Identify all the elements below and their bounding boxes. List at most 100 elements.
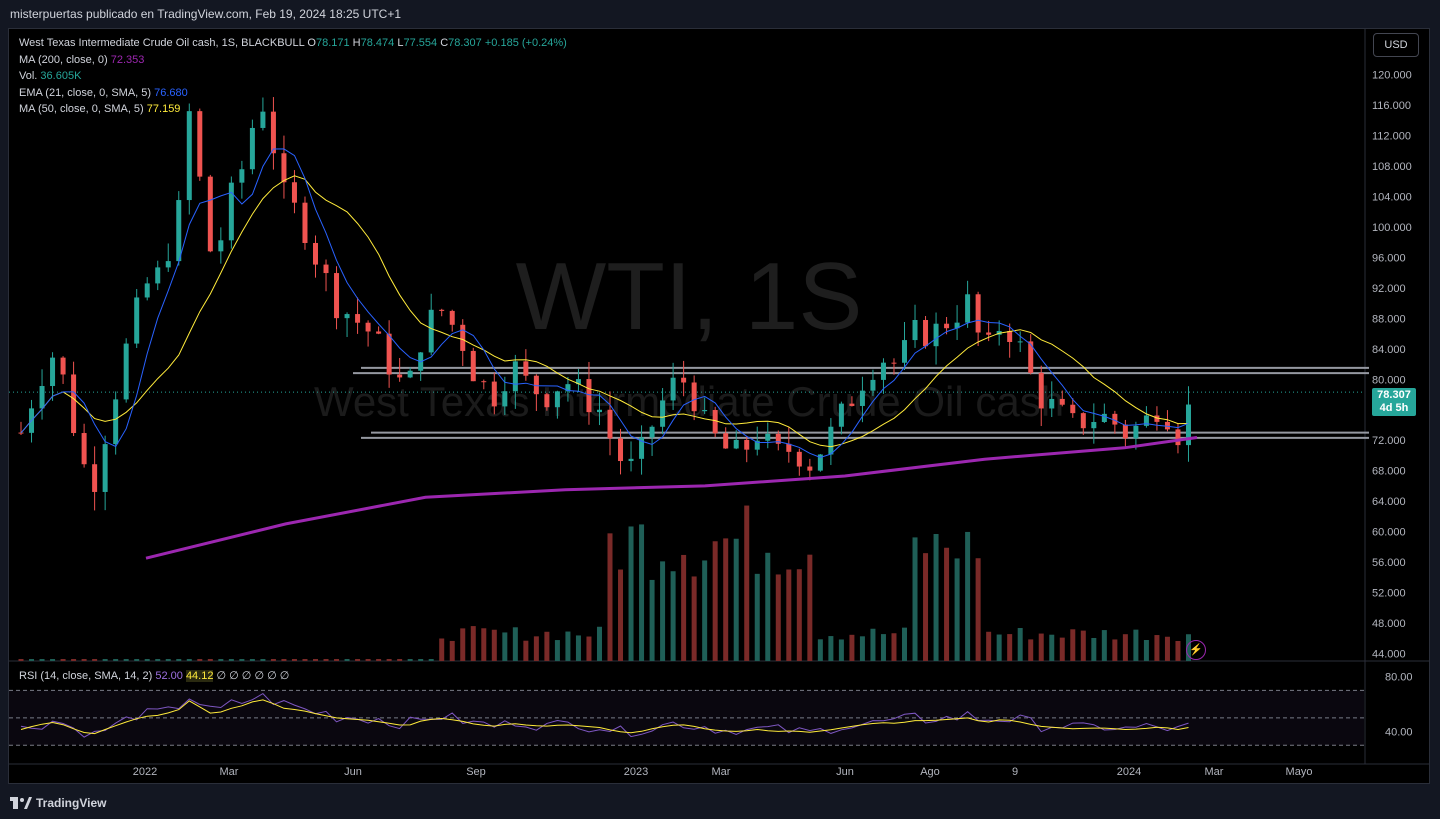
candle-body [186,111,192,201]
y-tick-label: 88.000 [1372,313,1406,325]
x-tick-label: 2024 [1117,766,1141,778]
volume-bar [1049,634,1055,661]
low-value: 77.554 [403,37,438,49]
chart-frame[interactable]: WTI, 1S West Texas Intermediate Crude Oil… [8,28,1430,784]
candle-body [270,111,276,154]
candle-body [1070,404,1076,414]
rsi-legend[interactable]: RSI (14, close, SMA, 14, 2) 52.00 44.12 … [19,669,289,682]
volume-bar [60,659,66,661]
candle-body [334,273,340,319]
candle-body [491,381,497,407]
volume-bar [596,626,602,661]
candle-body [807,466,813,471]
candle-body [512,361,518,392]
volume-bar [670,571,676,661]
candle-body [870,379,876,391]
candle-body [376,331,382,334]
candle-body [639,437,645,459]
volume-bar [376,659,382,661]
candle-body [113,399,119,445]
candle-body [228,182,234,241]
volume-bar [660,561,666,661]
y-tick-label: 56.000 [1372,557,1406,569]
currency-button[interactable]: USD [1373,33,1419,57]
x-tick-label: Mar [712,766,731,778]
rsi-empty-values: ∅ ∅ ∅ ∅ ∅ ∅ [216,670,290,682]
candle-body [281,153,287,183]
ma50-row[interactable]: MA (50, close, 0, SMA, 5) 77.159 [19,101,567,118]
volume-bar [165,659,171,661]
volume-bar [39,659,45,661]
volume-bar [344,659,350,661]
volume-bar [50,659,56,661]
volume-bar [1143,639,1149,661]
y-tick-label: 100.000 [1372,222,1412,234]
candle-body [397,374,403,378]
volume-bar [491,629,497,661]
lightning-icon[interactable]: ⚡ [1186,640,1206,660]
volume-bar [334,659,340,661]
x-tick-label: Mar [1205,766,1224,778]
volume-bar [786,569,792,661]
candle-body [460,324,466,351]
volume-bar [828,636,834,661]
volume-bar [439,638,445,661]
candle-body [670,377,676,401]
footer-brand: TradingView [36,795,107,810]
volume-bar [29,659,35,661]
volume-bar [102,659,108,661]
volume-bar [712,541,718,661]
volume-bar [975,558,981,661]
volume-bar [533,636,539,661]
candle-body [618,438,624,462]
volume-bar [912,537,918,661]
y-tick-label: 72.000 [1372,435,1406,447]
candle-body [1164,421,1170,430]
candle-body [1112,413,1118,425]
ema21-row[interactable]: EMA (21, close, 0, SMA, 5) 76.680 [19,85,567,102]
volume-bar [544,631,550,661]
volume-bar [880,634,886,661]
candle-body [291,182,297,203]
candle-body [39,386,45,409]
volume-bar [113,659,119,661]
x-tick-label: 9 [1012,766,1018,778]
ma200-row[interactable]: MA (200, close, 0) 72.353 [19,52,567,69]
volume-bar [313,659,318,661]
last-price-tag: 78.307 4d 5h [1372,388,1416,416]
rsi-sma-value: 44.12 [185,670,214,682]
volume-bar [554,640,560,661]
ema21-value: 76.680 [154,86,188,99]
candle-body [407,370,413,378]
candle-body [165,261,171,268]
volume-bar [754,573,760,661]
chart-canvas[interactable]: WTI, 1S West Texas Intermediate Crude Oil… [9,29,1430,784]
volume-bar [1038,633,1044,661]
symbol-row[interactable]: West Texas Intermediate Crude Oil cash, … [19,35,567,52]
volume-bar [807,554,813,661]
candle-body [1017,341,1023,343]
volume-bar [71,659,77,661]
candle-body [1143,415,1149,426]
volume-bar [1175,640,1181,661]
volume-bar [386,659,392,661]
ohlc-values: O78.171 H78.474 L77.554 C78.307 +0.185 (… [307,37,567,49]
volume-bar [796,569,802,661]
volume-bar [134,659,140,661]
volume-bar [944,547,950,661]
candle-body [744,439,750,450]
volume-bar [260,659,266,661]
volume-bar [1017,628,1023,661]
candle-body [1185,404,1191,446]
candle-body [596,409,602,413]
volume-bar [986,631,992,661]
x-tick-label: Ago [920,766,940,778]
x-tick-label: Sep [466,766,486,778]
publish-credit: misterpuertas publicado en TradingView.c… [10,7,402,21]
open-value: 78.171 [315,37,350,49]
candle-body [428,309,434,353]
tradingview-logo[interactable]: TradingView [10,796,106,810]
close-value: 78.307 [448,37,482,49]
volume-row[interactable]: Vol. 36.605K [19,68,567,85]
candle-body [1059,398,1065,405]
